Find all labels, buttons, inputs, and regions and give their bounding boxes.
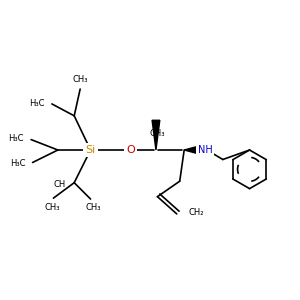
Text: O: O [126,145,135,155]
Polygon shape [152,120,160,150]
Text: H₃C: H₃C [8,134,24,142]
Text: NH: NH [198,145,212,155]
Text: CH₃: CH₃ [44,202,60,211]
Text: CH₃: CH₃ [86,203,101,212]
Text: H₃C: H₃C [10,160,25,169]
Text: CH₂: CH₂ [189,208,204,217]
Polygon shape [184,146,200,154]
Text: Si: Si [85,145,96,155]
Text: CH: CH [53,180,65,189]
Text: CH₃: CH₃ [72,75,88,84]
Text: CH₃: CH₃ [150,129,165,138]
Text: H₃C: H₃C [29,99,44,108]
